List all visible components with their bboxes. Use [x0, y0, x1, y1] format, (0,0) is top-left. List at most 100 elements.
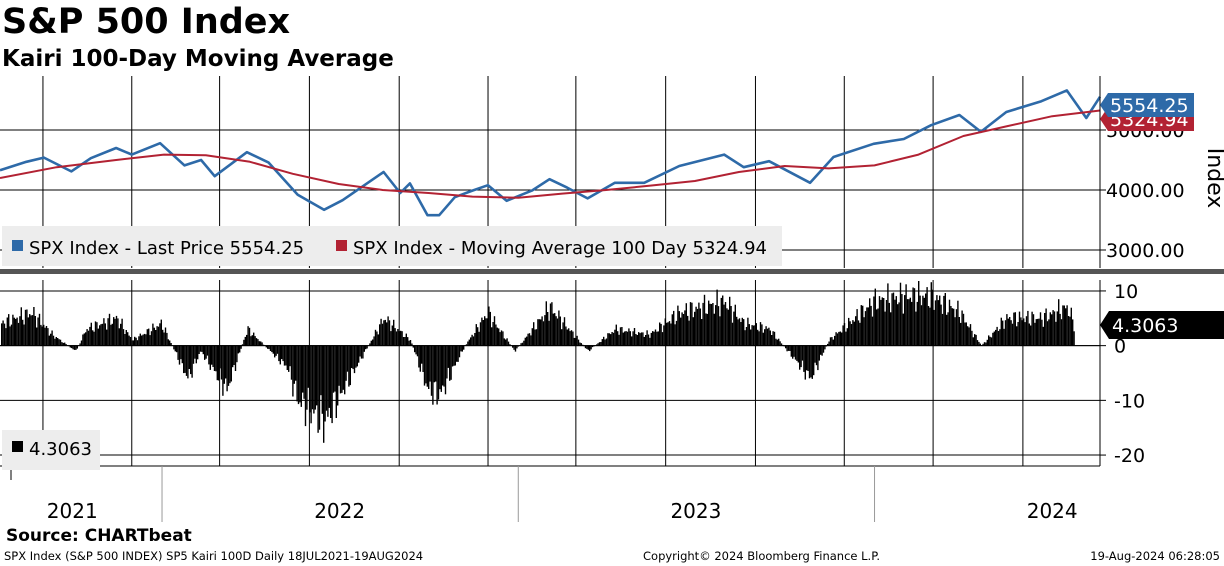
kairi-bar	[983, 342, 986, 346]
kairi-bar	[178, 345, 181, 365]
kairi-bar	[737, 319, 739, 346]
kairi-bar	[541, 316, 543, 346]
kairi-bar	[922, 295, 924, 346]
kairi-bar	[1046, 321, 1049, 346]
kairi-bar	[705, 313, 707, 346]
kairi-bar	[390, 331, 392, 346]
kairi-bar	[663, 325, 665, 346]
kairi-bar	[342, 345, 344, 390]
kairi-bar	[15, 318, 17, 346]
kairi-bar	[103, 318, 105, 346]
kairi-bar	[157, 326, 160, 346]
kairi-bar	[1003, 328, 1005, 346]
kairi-bar	[404, 337, 406, 346]
kairi-bar	[953, 308, 955, 346]
kairi-bar	[250, 336, 252, 346]
x-year-label: 2021	[47, 499, 98, 523]
kairi-bar	[261, 342, 263, 346]
kairi-bar	[1018, 311, 1021, 346]
kairi-bar	[803, 345, 805, 372]
kairi-bar	[346, 345, 349, 372]
kairi-bar	[507, 341, 510, 346]
kairi-bar	[863, 317, 865, 346]
kairi-bar	[72, 345, 74, 350]
footer-security-info: SPX Index (S&P 500 INDEX) SP5 Kairi 100D…	[4, 549, 424, 563]
kairi-bar	[311, 345, 314, 410]
kairi-bar	[597, 343, 599, 346]
kairi-bar	[811, 345, 813, 379]
kairi-bar	[839, 331, 841, 346]
kairi-bar	[352, 345, 354, 370]
kairi-bar	[841, 332, 843, 346]
kairi-bar	[94, 321, 97, 346]
kairi-bar	[954, 317, 956, 346]
kairi-bar	[314, 345, 316, 410]
kairi-bar	[374, 329, 377, 346]
kairi-bar	[985, 342, 987, 346]
kairi-bar	[337, 345, 339, 406]
kairi-bar	[836, 333, 839, 346]
kairi-bar	[827, 343, 829, 346]
kairi-bar	[486, 318, 489, 346]
kairi-bar	[996, 326, 998, 346]
kairi-bar	[779, 341, 781, 346]
kairi-bar	[869, 298, 871, 346]
kairi-bar	[1053, 311, 1056, 346]
kairi-bar	[227, 345, 230, 386]
kairi-bar	[591, 345, 594, 348]
kairi-bar	[225, 345, 227, 379]
kairi-bar	[792, 345, 794, 359]
kairi-bar	[27, 317, 29, 346]
kairi-bar	[440, 345, 442, 392]
kairi-bar	[876, 309, 878, 346]
kairi-bar	[618, 334, 620, 346]
kairi-bar	[873, 296, 875, 346]
kairi-bar	[461, 345, 463, 352]
kairi-bar	[101, 323, 104, 346]
kairi-bar	[1045, 308, 1047, 346]
kairi-bar	[580, 343, 582, 346]
kairi-bar	[832, 339, 834, 346]
kairi-bar	[741, 317, 743, 346]
kairi-bar	[537, 319, 539, 346]
kairi-bar	[30, 315, 32, 346]
kairi-bar	[218, 345, 220, 381]
y-tick-label: -10	[1114, 390, 1145, 412]
kairi-bar	[295, 345, 297, 381]
chart-subtitle: Kairi 100-Day Moving Average	[2, 46, 394, 72]
kairi-bar	[831, 337, 833, 346]
legend-label-kairi: 4.3063	[29, 439, 92, 460]
kairi-bar	[197, 345, 199, 360]
kairi-bar	[568, 328, 570, 346]
kairi-bar	[31, 315, 34, 346]
kairi-bar	[527, 333, 529, 346]
kairi-bar	[895, 296, 897, 346]
kairi-bar	[316, 345, 318, 406]
kairi-bar	[1002, 320, 1004, 346]
kairi-bar	[780, 343, 783, 346]
kairi-bar	[391, 325, 393, 346]
kairi-bar	[710, 304, 713, 346]
kairi-bar	[671, 314, 673, 346]
kairi-bar	[1042, 326, 1044, 346]
kairi-bar	[598, 342, 601, 346]
kairi-bar	[1021, 320, 1023, 346]
kairi-bar	[647, 334, 650, 346]
kairi-bar	[544, 315, 546, 346]
kairi-bar	[493, 316, 496, 346]
kairi-bar	[1010, 320, 1012, 346]
kairi-bar	[997, 331, 1000, 346]
kairi-bar	[887, 283, 889, 346]
kairi-bar	[950, 306, 952, 346]
kairi-bar	[736, 316, 738, 346]
kairi-bar	[282, 345, 284, 362]
legend-swatch-moving-average	[336, 240, 347, 251]
kairi-bar	[24, 309, 27, 346]
kairi-bar	[947, 312, 949, 346]
kairi-bar	[430, 345, 433, 396]
kairi-bar	[3, 323, 6, 346]
kairi-bar	[817, 345, 819, 371]
kairi-bar	[184, 345, 186, 373]
kairi-bar	[251, 335, 253, 346]
